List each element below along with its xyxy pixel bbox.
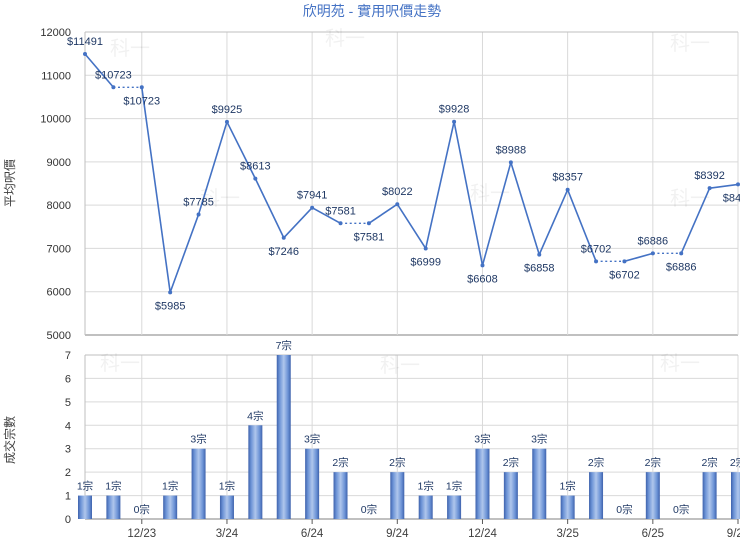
svg-text:$6702: $6702 [609,269,640,281]
svg-text:6000: 6000 [47,287,71,299]
svg-text:1宗: 1宗 [219,480,235,493]
svg-text:1宗: 1宗 [559,480,575,493]
svg-text:2宗: 2宗 [389,456,405,469]
svg-text:科一: 科一 [670,187,710,210]
svg-text:2: 2 [65,467,71,479]
svg-text:$8357: $8357 [552,172,583,184]
svg-text:1宗: 1宗 [162,480,178,493]
svg-text:6: 6 [65,373,71,385]
svg-text:0宗: 0宗 [673,503,689,516]
svg-text:$8392: $8392 [694,170,725,182]
svg-text:11000: 11000 [41,70,71,82]
svg-text:$8022: $8022 [382,186,413,198]
svg-text:$6886: $6886 [638,235,669,247]
svg-text:7000: 7000 [47,243,71,255]
svg-text:2宗: 2宗 [701,456,717,469]
svg-text:$6999: $6999 [410,256,441,268]
svg-text:3: 3 [65,444,71,456]
svg-text:$7581: $7581 [354,231,385,243]
svg-text:9/24: 9/24 [386,528,409,540]
svg-text:$7581: $7581 [325,205,356,217]
svg-text:$10723: $10723 [95,69,132,81]
svg-text:$6608: $6608 [467,273,498,285]
svg-text:4: 4 [65,420,71,432]
svg-text:2宗: 2宗 [645,456,661,469]
svg-text:10000: 10000 [40,114,71,126]
svg-text:1: 1 [65,491,71,503]
svg-text:$11491: $11491 [67,36,103,48]
svg-text:0宗: 0宗 [134,503,150,516]
svg-text:6/24: 6/24 [301,528,324,540]
svg-text:$5985: $5985 [155,300,186,312]
svg-text:7: 7 [65,350,71,362]
svg-text:1宗: 1宗 [418,480,434,493]
svg-text:5: 5 [65,397,71,409]
svg-text:8000: 8000 [47,200,71,212]
svg-text:9000: 9000 [47,157,71,169]
svg-text:3宗: 3宗 [531,433,547,446]
svg-text:0宗: 0宗 [616,503,632,516]
svg-text:3宗: 3宗 [190,433,206,446]
svg-text:12/24: 12/24 [468,528,497,540]
svg-text:1宗: 1宗 [77,480,93,493]
svg-text:3/24: 3/24 [216,528,239,540]
svg-text:科一: 科一 [325,27,365,50]
svg-text:$6702: $6702 [581,243,612,255]
svg-text:2宗: 2宗 [730,456,740,469]
svg-text:2宗: 2宗 [588,456,604,469]
svg-text:1宗: 1宗 [105,480,121,493]
svg-text:4宗: 4宗 [247,409,263,422]
svg-text:3宗: 3宗 [304,433,320,446]
svg-text:$6858: $6858 [524,263,555,275]
svg-text:0宗: 0宗 [361,503,377,516]
svg-text:$8479: $8479 [723,192,740,204]
svg-text:9/25: 9/25 [727,528,740,540]
svg-text:6/25: 6/25 [642,528,664,540]
svg-text:3宗: 3宗 [474,433,490,446]
svg-text:$6886: $6886 [666,261,697,273]
svg-text:欣明苑 - 實用呎價走勢: 欣明苑 - 實用呎價走勢 [303,3,441,19]
svg-text:$10723: $10723 [123,95,160,107]
svg-text:12/23: 12/23 [127,528,156,540]
svg-text:7宗: 7宗 [276,339,292,352]
svg-text:$8613: $8613 [240,161,271,173]
svg-text:$7246: $7246 [268,246,299,258]
svg-text:0: 0 [65,514,71,526]
svg-text:$9928: $9928 [439,104,470,116]
svg-text:平均呎價: 平均呎價 [3,159,17,207]
svg-text:$8988: $8988 [496,144,527,156]
svg-text:$7941: $7941 [297,190,328,202]
svg-text:成交宗數: 成交宗數 [2,416,17,464]
svg-text:2宗: 2宗 [503,456,519,469]
svg-text:科一: 科一 [660,352,700,375]
svg-text:科一: 科一 [110,37,150,60]
svg-text:1宗: 1宗 [446,480,462,493]
svg-text:$7785: $7785 [183,196,214,208]
svg-text:5000: 5000 [47,330,71,342]
svg-text:2宗: 2宗 [332,456,348,469]
svg-text:科一: 科一 [380,354,420,377]
svg-text:科一: 科一 [100,352,140,375]
svg-text:$9925: $9925 [212,104,243,116]
svg-text:科一: 科一 [670,32,710,55]
svg-text:3/25: 3/25 [556,528,578,540]
